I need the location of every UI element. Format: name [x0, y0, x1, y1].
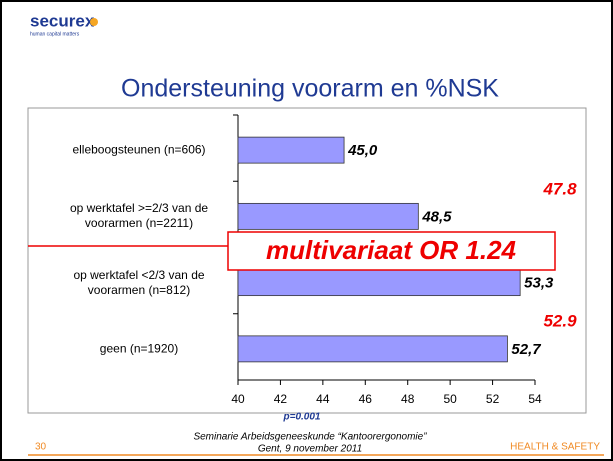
- chart-title: Ondersteuning voorarm en %NSK: [121, 75, 499, 103]
- chart-frame: [27, 107, 587, 414]
- y-tick-label: elleboogsteunen (n=606): [72, 142, 206, 157]
- footer: Seminarie Arbeidsgeneeskunde “Kantoorerg…: [193, 432, 427, 443]
- x-tick-label: 42: [274, 392, 288, 406]
- x-tick-label: 46: [359, 392, 373, 406]
- x-tick-label: 54: [528, 392, 542, 406]
- y-tick-label: geen (n=1920): [99, 341, 179, 356]
- x-tick-label: 40: [231, 392, 245, 406]
- data-label: 48,5: [421, 208, 452, 225]
- x-tick-label: 48: [401, 392, 415, 406]
- callout-text: multivariaat OR 1.24: [266, 235, 517, 265]
- bar: [237, 269, 521, 297]
- logo: securex: [30, 11, 95, 30]
- data-label: 52,7: [511, 341, 541, 358]
- y-tick-label: op werktafel <2/3 van de voorarmen (n=81…: [73, 267, 205, 297]
- annotation: 47.8: [542, 179, 577, 198]
- bar: [237, 202, 419, 230]
- logo-tagline: human capital matters: [30, 31, 80, 37]
- bar: [237, 136, 345, 164]
- callout-box: [227, 231, 556, 271]
- y-tick-label: op werktafel >=2/3 van de voorarmen (n=2…: [69, 201, 209, 231]
- logo-dot: [90, 18, 98, 26]
- data-label: 45,0: [347, 142, 378, 159]
- bar: [237, 335, 508, 363]
- x-tick-label: 50: [443, 392, 457, 406]
- x-tick-label: 52: [486, 392, 500, 406]
- footer: Gent, 9 november 2011: [258, 444, 362, 455]
- brand: HEALTH & SAFETY: [510, 442, 600, 453]
- data-label: 53,3: [524, 275, 554, 292]
- page-number: 30: [35, 442, 47, 453]
- p-value: p=0.001: [283, 412, 321, 423]
- x-tick-label: 44: [316, 392, 330, 406]
- annotation: 52.9: [543, 311, 577, 330]
